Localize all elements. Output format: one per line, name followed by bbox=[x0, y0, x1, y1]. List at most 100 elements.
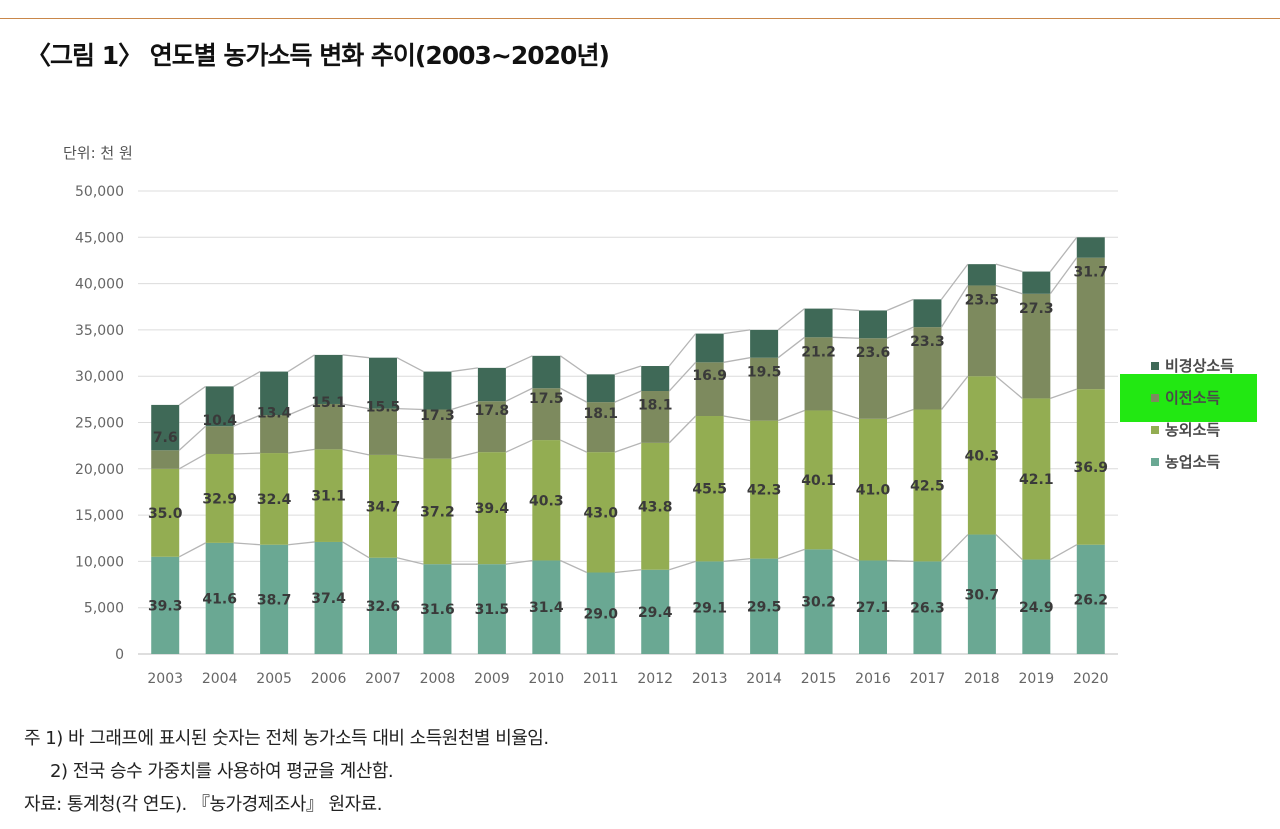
data-label: 26.3 bbox=[910, 601, 945, 617]
top-accent-rule bbox=[0, 18, 1280, 19]
data-label: 29.4 bbox=[638, 605, 673, 621]
bar-segment-3 bbox=[369, 408, 397, 455]
series-connector bbox=[396, 357, 424, 373]
series-connector bbox=[614, 569, 642, 574]
figure-notes: 주 1) 바 그래프에 표시된 숫자는 전체 농가소득 대비 소득원천별 비율임… bbox=[24, 722, 549, 821]
data-label: 43.8 bbox=[638, 499, 673, 515]
series-connector bbox=[995, 284, 1023, 295]
bar-segment-4 bbox=[913, 299, 942, 328]
bar-segment-4 bbox=[532, 355, 561, 389]
series-connector bbox=[396, 407, 424, 411]
y-tick-label: 20,000 bbox=[75, 462, 124, 478]
bar-segment-3 bbox=[913, 327, 942, 410]
series-connector bbox=[451, 400, 479, 411]
bar-segment-2 bbox=[532, 440, 561, 561]
data-label: 30.7 bbox=[965, 587, 1000, 603]
series-connector bbox=[451, 367, 478, 373]
data-label: 40.3 bbox=[529, 493, 564, 509]
data-label: 37.4 bbox=[311, 591, 346, 607]
bar-segment-2 bbox=[695, 416, 724, 562]
data-label: 27.3 bbox=[1019, 301, 1054, 317]
data-label: 26.2 bbox=[1074, 592, 1109, 608]
data-label: 15.5 bbox=[366, 399, 401, 415]
y-tick-label: 0 bbox=[115, 647, 124, 663]
bar-segment-3 bbox=[205, 426, 234, 454]
bar-segment-4 bbox=[641, 366, 670, 392]
data-label: 23.3 bbox=[910, 334, 945, 350]
bar-segment-4 bbox=[369, 357, 397, 409]
x-tick-label: 2019 bbox=[1019, 671, 1055, 687]
bar-segment-2 bbox=[913, 409, 942, 562]
series-connector bbox=[886, 298, 914, 312]
y-tick-label: 10,000 bbox=[75, 554, 124, 570]
bar-segment-1 bbox=[369, 557, 397, 654]
bar-segment-4 bbox=[423, 371, 452, 410]
legend-swatch bbox=[1151, 458, 1159, 466]
series-connector bbox=[560, 559, 588, 574]
figure-title: 〈그림 1〉 연도별 농가소득 변화 추이(2003~2020년) bbox=[26, 41, 610, 70]
bar-segment-3 bbox=[967, 285, 996, 377]
bar-segment-1 bbox=[750, 558, 779, 654]
bar-segment-3 bbox=[586, 402, 615, 453]
series-connector bbox=[723, 557, 751, 563]
bar-segment-1 bbox=[1022, 559, 1051, 654]
y-tick-label: 15,000 bbox=[75, 508, 124, 524]
bar-segment-2 bbox=[641, 442, 670, 570]
x-tick-label: 2014 bbox=[746, 671, 782, 687]
data-label: 16.9 bbox=[692, 368, 727, 384]
bar-segment-3 bbox=[260, 415, 289, 454]
series-connector bbox=[886, 559, 914, 563]
data-label: 32.4 bbox=[257, 492, 292, 508]
bar-segment-4 bbox=[314, 354, 343, 404]
data-label: 39.3 bbox=[148, 598, 183, 614]
data-label: 42.5 bbox=[910, 478, 945, 494]
x-tick-label: 2004 bbox=[202, 671, 238, 687]
series-connector bbox=[777, 308, 805, 331]
series-connector bbox=[668, 415, 697, 444]
bar-segment-1 bbox=[641, 569, 670, 654]
series-connector bbox=[342, 448, 370, 456]
data-label: 42.1 bbox=[1019, 472, 1054, 488]
series-connector bbox=[940, 263, 969, 300]
data-label: 32.9 bbox=[202, 491, 237, 507]
data-label: 17.5 bbox=[529, 391, 564, 407]
data-label: 40.3 bbox=[965, 448, 1000, 464]
series-connector bbox=[832, 548, 860, 562]
data-label: 31.4 bbox=[529, 600, 564, 616]
series-connector bbox=[505, 559, 533, 565]
bar-segment-1 bbox=[205, 542, 234, 654]
bar-segment-1 bbox=[967, 534, 996, 654]
bar-segment-4 bbox=[1076, 237, 1105, 258]
data-label: 29.5 bbox=[747, 599, 782, 615]
series-connector bbox=[505, 387, 533, 402]
data-label: 10.4 bbox=[202, 413, 237, 429]
series-connector bbox=[396, 557, 424, 565]
bar-segment-4 bbox=[859, 310, 887, 339]
series-connector bbox=[832, 409, 860, 420]
y-tick-label: 45,000 bbox=[75, 230, 124, 246]
data-label: 19.5 bbox=[747, 365, 782, 381]
data-label: 21.2 bbox=[801, 344, 836, 360]
x-tick-label: 2017 bbox=[910, 671, 946, 687]
bar-segment-3 bbox=[1022, 293, 1051, 399]
data-label: 45.5 bbox=[692, 482, 727, 498]
series-connector bbox=[288, 448, 315, 454]
series-connector bbox=[614, 390, 642, 403]
y-tick-label: 35,000 bbox=[75, 323, 124, 339]
bar-segment-2 bbox=[1076, 389, 1105, 545]
series-connector bbox=[396, 454, 424, 460]
bar-segment-4 bbox=[586, 374, 615, 403]
legend-swatch bbox=[1151, 394, 1159, 402]
bar-segment-3 bbox=[532, 388, 561, 441]
x-tick-label: 2012 bbox=[637, 671, 673, 687]
series-connector bbox=[832, 336, 860, 339]
bar-segment-3 bbox=[314, 403, 343, 450]
data-label: 34.7 bbox=[366, 499, 401, 515]
bar-segment-3 bbox=[1076, 257, 1105, 390]
bar-segment-3 bbox=[151, 450, 180, 469]
x-tick-label: 2016 bbox=[855, 671, 891, 687]
x-tick-label: 2010 bbox=[529, 671, 565, 687]
series-connector bbox=[668, 361, 697, 392]
series-connector bbox=[940, 285, 969, 328]
bar-segment-3 bbox=[804, 337, 833, 411]
